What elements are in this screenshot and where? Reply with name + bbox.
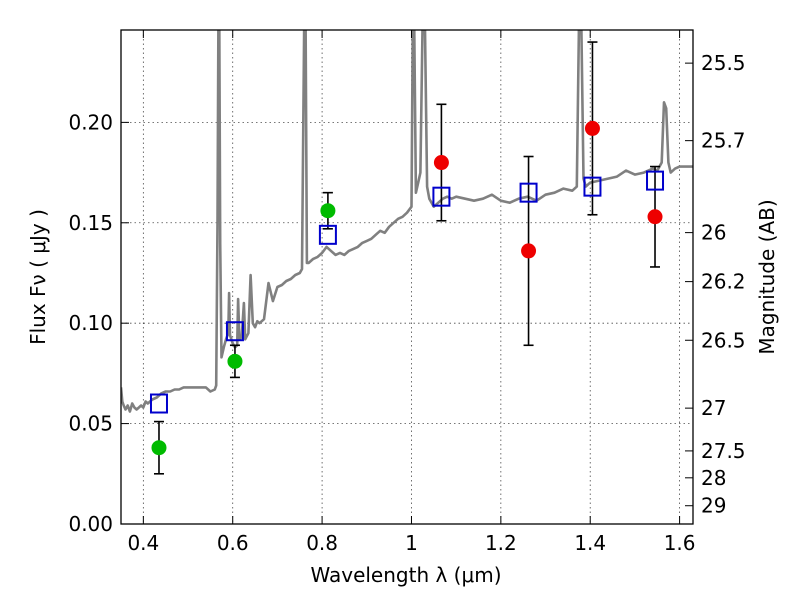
observed-point-red — [521, 243, 537, 259]
x-tick-label: 1.2 — [485, 531, 517, 555]
right-tick-label: 26.5 — [701, 328, 746, 352]
right-tick-label: 26 — [701, 221, 726, 245]
right-axis-label: Magnitude (AB) — [755, 199, 779, 354]
model-point — [583, 176, 602, 197]
x-axis-label: Wavelength λ (μm) — [310, 563, 501, 587]
y-tick-label: 0.10 — [68, 311, 113, 335]
model-point — [225, 321, 244, 342]
grid-lines — [121, 30, 693, 524]
right-tick-label: 25.7 — [701, 129, 746, 153]
model-point — [149, 393, 168, 414]
model-point — [318, 224, 337, 245]
y-tick-label: 0.00 — [68, 512, 113, 536]
right-tick-label: 27 — [701, 396, 726, 420]
observed-point-green — [227, 353, 243, 369]
x-tick-label: 0.8 — [306, 531, 338, 555]
observed-point-red — [647, 209, 663, 225]
model-point — [646, 170, 665, 191]
model-point — [519, 182, 538, 203]
right-tick-label: 26.2 — [701, 270, 746, 294]
right-tick-label: 28 — [701, 466, 726, 490]
right-tick-label: 25.5 — [701, 51, 746, 75]
spectrum-series — [121, 30, 693, 413]
x-tick-label: 1.6 — [664, 531, 696, 555]
y-tick-label: 0.20 — [68, 110, 113, 134]
error-bars — [153, 41, 661, 475]
x-axis-ticks: 0.4 0.6 0.8 1 1.2 1.4 1.6 — [127, 30, 696, 555]
x-tick-label: 1 — [405, 531, 418, 555]
spectrum-line — [121, 30, 693, 413]
observed-photometry-series — [151, 120, 663, 456]
x-tick-label: 1.4 — [574, 531, 606, 555]
x-tick-label: 0.6 — [217, 531, 249, 555]
plot-frame — [120, 29, 694, 525]
right-axis-ticks: 25.5 25.7 26 26.2 26.5 27 27.5 28 29 — [685, 51, 746, 518]
observed-point-red — [433, 155, 449, 171]
y-axis-label: Flux Fν ( μJy ) — [26, 209, 50, 345]
observed-point-green — [320, 203, 336, 219]
y-tick-label: 0.15 — [68, 211, 113, 235]
y-tick-label: 0.05 — [68, 412, 113, 436]
x-tick-label: 0.4 — [127, 531, 159, 555]
right-tick-label: 27.5 — [701, 439, 746, 463]
observed-point-green — [151, 440, 167, 456]
y-axis-ticks: 0.00 0.05 0.10 0.15 0.20 — [68, 110, 129, 536]
observed-point-red — [584, 120, 600, 136]
model-photometry-series — [149, 170, 665, 414]
right-tick-label: 29 — [701, 494, 726, 518]
model-point — [432, 186, 451, 207]
